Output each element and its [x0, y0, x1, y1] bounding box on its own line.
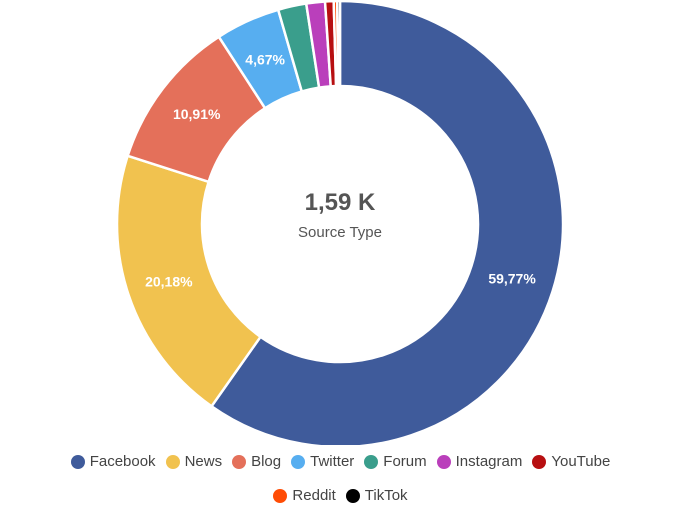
legend-item-forum[interactable]: Forum: [364, 452, 427, 472]
legend-swatch-twitter: [291, 455, 306, 469]
legend-label-blog: Blog: [251, 453, 282, 470]
legend-swatch-news: [165, 455, 180, 469]
slice-label-news: 20,18%: [145, 273, 193, 289]
chart-legend: Facebook News Blog Twitter Forum Instagram You…: [0, 452, 681, 506]
donut-slices: [115, 0, 565, 445]
legend-swatch-blog: [232, 455, 247, 469]
legend-swatch-instagram: [436, 455, 451, 469]
legend-item-facebook[interactable]: Facebook: [70, 452, 156, 472]
slice-label-twitter: 4,67%: [245, 52, 285, 68]
donut-chart: 59,77% 20,18% 10,91% 4,67% 1,59 K Source Ty…: [115, 0, 565, 445]
legend-swatch-forum: [364, 455, 379, 469]
legend-item-blog[interactable]: Blog: [232, 452, 281, 472]
slice-label-blog: 10,91%: [173, 106, 221, 122]
legend-label-instagram: Instagram: [455, 453, 523, 470]
center-caption: Source Type: [298, 224, 382, 241]
legend-swatch-tiktok: [345, 489, 360, 503]
slice-label-facebook: 59,77%: [488, 271, 536, 287]
legend-item-tiktok[interactable]: TikTok: [345, 486, 408, 506]
slice-facebook[interactable]: [210, 0, 565, 445]
legend-item-instagram[interactable]: Instagram: [436, 452, 523, 472]
legend-label-youtube: YouTube: [551, 453, 611, 470]
legend-label-twitter: Twitter: [310, 453, 355, 470]
legend-label-reddit: Reddit: [292, 487, 336, 504]
legend-label-news: News: [184, 453, 223, 470]
legend-label-tiktok: TikTok: [364, 487, 408, 504]
legend-item-youtube[interactable]: YouTube: [532, 452, 610, 472]
slice-news[interactable]: [115, 154, 262, 408]
legend-item-twitter[interactable]: Twitter: [291, 452, 354, 472]
legend-swatch-reddit: [273, 489, 288, 503]
slice-tiktok[interactable]: [335, 0, 342, 88]
legend-item-reddit[interactable]: Reddit: [273, 486, 336, 506]
legend-swatch-facebook: [70, 455, 85, 469]
legend-label-forum: Forum: [383, 453, 427, 470]
legend-label-facebook: Facebook: [89, 453, 156, 470]
legend-swatch-youtube: [532, 455, 547, 469]
slice-labels: 59,77% 20,18% 10,91% 4,67%: [145, 52, 536, 290]
center-total: 1,59 K: [305, 189, 376, 216]
legend-item-news[interactable]: News: [165, 452, 223, 472]
